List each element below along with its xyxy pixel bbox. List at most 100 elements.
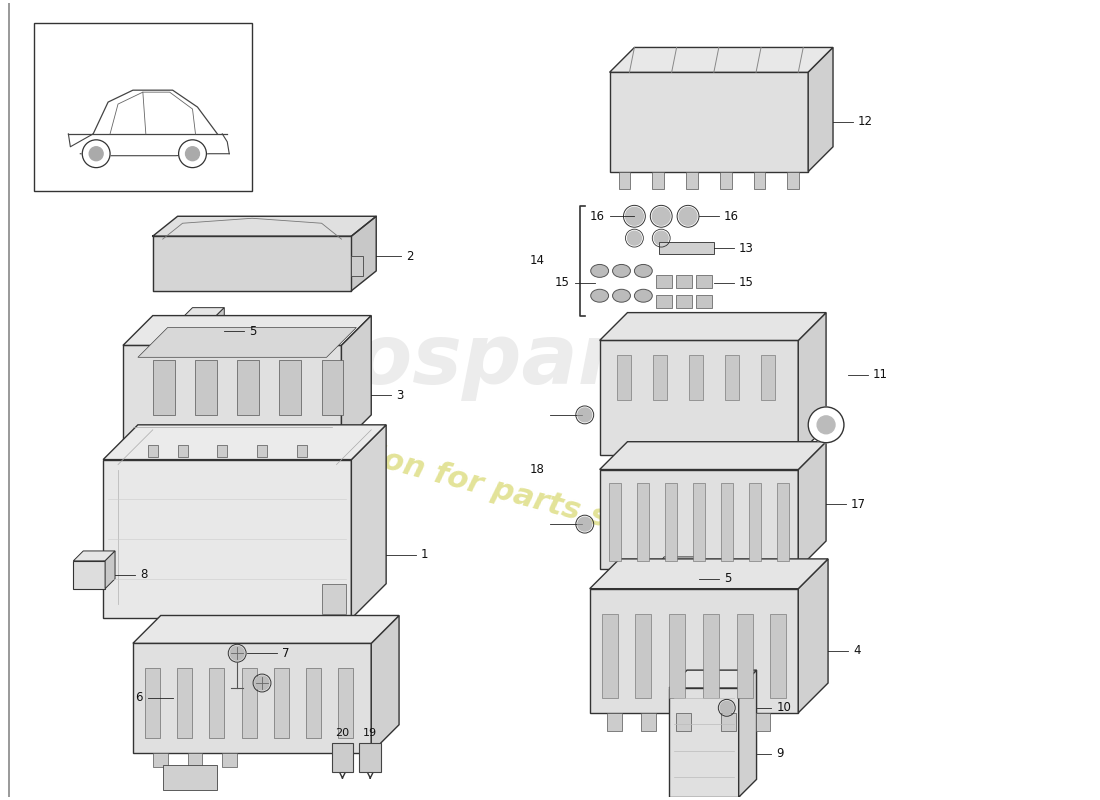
Text: 5: 5 xyxy=(724,572,732,586)
Bar xyxy=(163,766,218,790)
Circle shape xyxy=(178,140,207,168)
Text: 2: 2 xyxy=(406,250,414,262)
Bar xyxy=(778,483,790,561)
Ellipse shape xyxy=(635,265,652,278)
Polygon shape xyxy=(799,313,826,454)
Bar xyxy=(602,614,617,698)
Bar xyxy=(608,483,620,561)
Text: 12: 12 xyxy=(858,115,872,129)
Bar xyxy=(725,355,739,400)
Circle shape xyxy=(255,676,270,690)
Ellipse shape xyxy=(635,290,652,302)
Bar xyxy=(719,171,732,190)
Circle shape xyxy=(679,207,697,226)
Bar xyxy=(222,753,238,767)
Polygon shape xyxy=(372,615,399,753)
Polygon shape xyxy=(808,47,833,171)
Bar xyxy=(770,614,786,698)
Text: 16: 16 xyxy=(590,210,605,222)
Bar xyxy=(242,668,256,738)
Ellipse shape xyxy=(613,290,630,302)
Polygon shape xyxy=(689,557,698,598)
Bar xyxy=(659,242,714,254)
Circle shape xyxy=(578,517,592,531)
Circle shape xyxy=(230,646,244,660)
Bar xyxy=(749,483,761,561)
Bar xyxy=(696,294,712,308)
Polygon shape xyxy=(590,559,828,589)
Text: 8: 8 xyxy=(140,568,147,582)
Bar xyxy=(238,360,258,415)
Bar xyxy=(187,753,202,767)
Bar xyxy=(669,614,685,698)
Text: 1: 1 xyxy=(421,549,428,562)
Text: 14: 14 xyxy=(530,254,544,267)
Bar xyxy=(351,256,363,276)
Polygon shape xyxy=(341,315,372,445)
Bar xyxy=(209,668,224,738)
Bar xyxy=(657,294,672,308)
Bar xyxy=(664,483,676,561)
Text: 9: 9 xyxy=(777,747,784,760)
Bar xyxy=(696,275,712,288)
Polygon shape xyxy=(74,551,116,561)
Bar xyxy=(616,355,631,400)
Bar xyxy=(652,355,668,400)
Text: 3: 3 xyxy=(396,389,404,402)
Bar xyxy=(74,561,106,589)
Bar xyxy=(321,584,346,614)
Polygon shape xyxy=(600,442,826,470)
Circle shape xyxy=(89,146,103,161)
Circle shape xyxy=(720,702,734,714)
Polygon shape xyxy=(183,308,224,318)
Bar xyxy=(177,668,192,738)
Bar xyxy=(737,614,752,698)
Bar xyxy=(321,360,343,415)
Bar xyxy=(788,171,800,190)
Bar xyxy=(637,483,649,561)
Circle shape xyxy=(817,416,835,434)
Polygon shape xyxy=(799,559,828,713)
Bar xyxy=(600,341,799,454)
Text: 6: 6 xyxy=(135,691,143,705)
Bar xyxy=(760,355,775,400)
Circle shape xyxy=(652,207,670,226)
Bar xyxy=(676,275,692,288)
Text: 20: 20 xyxy=(336,728,350,738)
Bar xyxy=(693,483,705,561)
Bar xyxy=(657,275,672,288)
Polygon shape xyxy=(153,216,376,236)
Bar xyxy=(654,569,689,598)
Text: 10: 10 xyxy=(777,702,791,714)
Ellipse shape xyxy=(591,265,608,278)
Polygon shape xyxy=(103,425,386,459)
Polygon shape xyxy=(609,47,833,72)
Text: 16: 16 xyxy=(724,210,739,222)
Text: 4: 4 xyxy=(852,644,860,658)
Bar xyxy=(257,445,267,457)
Circle shape xyxy=(808,407,844,442)
Bar xyxy=(123,346,341,445)
Circle shape xyxy=(186,146,199,161)
Text: eurospares: eurospares xyxy=(199,320,726,401)
Bar xyxy=(183,318,215,346)
Bar xyxy=(676,713,691,730)
Bar xyxy=(145,668,160,738)
Ellipse shape xyxy=(591,290,608,302)
Circle shape xyxy=(627,231,641,245)
Circle shape xyxy=(82,140,110,168)
Bar xyxy=(279,360,301,415)
Polygon shape xyxy=(214,308,224,346)
Bar xyxy=(153,360,175,415)
Bar xyxy=(153,753,167,767)
Circle shape xyxy=(626,207,644,226)
Bar xyxy=(609,72,808,171)
Circle shape xyxy=(654,231,668,245)
Bar xyxy=(339,668,353,738)
Bar xyxy=(103,459,351,618)
Polygon shape xyxy=(669,670,757,688)
Text: 19: 19 xyxy=(363,728,377,738)
Bar xyxy=(195,360,217,415)
Text: 13: 13 xyxy=(739,242,754,254)
Polygon shape xyxy=(133,615,399,643)
